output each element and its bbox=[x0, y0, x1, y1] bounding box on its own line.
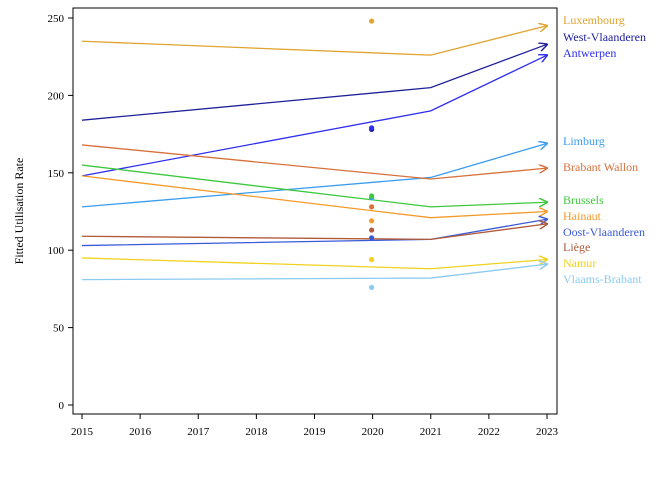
x-tick-label: 2017 bbox=[187, 426, 210, 438]
y-tick-label: 100 bbox=[48, 245, 65, 257]
series-line-luxembourg bbox=[81, 26, 547, 56]
x-tick-label: 2019 bbox=[304, 426, 327, 438]
point-2020-oost-vlaanderen bbox=[369, 235, 375, 241]
point-2020-vlaams-brabant bbox=[369, 284, 375, 290]
series-labels: Luxembourg West-Vlaanderen Antwerpen Limbur… bbox=[563, 13, 646, 286]
series-line-oost-vlaanderen bbox=[81, 219, 547, 247]
series-label-brabant-wallon: Brabant Wallon bbox=[563, 160, 638, 174]
series-line-brussels bbox=[81, 164, 547, 208]
plot-frame bbox=[72, 7, 558, 415]
x-tick-label: 2023 bbox=[536, 426, 559, 438]
x-tick-label: 2022 bbox=[478, 426, 500, 438]
series-label-namur: Namur bbox=[563, 256, 596, 270]
y-tick-label: 50 bbox=[53, 323, 65, 335]
series-line-li-ge bbox=[81, 224, 547, 241]
x-tick-label: 2020 bbox=[362, 426, 385, 438]
series-line-vlaams-brabant bbox=[81, 264, 547, 281]
series-line-namur bbox=[81, 258, 547, 270]
point-2020-li-ge bbox=[369, 227, 375, 233]
series-line-hainaut bbox=[81, 175, 547, 219]
x-tick-label: 2021 bbox=[420, 426, 442, 438]
point-2020-brussels bbox=[369, 193, 375, 199]
x-tick-label: 2015 bbox=[71, 426, 94, 438]
point-2020-luxembourg bbox=[369, 18, 375, 24]
point-2020-namur bbox=[369, 256, 375, 263]
y-tick-label: 250 bbox=[48, 13, 65, 25]
series-label-luxembourg: Luxembourg bbox=[563, 13, 625, 27]
x-tick-label: 2016 bbox=[129, 426, 152, 438]
point-2020-brabant-wallon bbox=[369, 204, 375, 210]
series-label-antwerpen: Antwerpen bbox=[563, 46, 616, 60]
x-tick-label: 2018 bbox=[245, 426, 268, 438]
y-tick-label: 0 bbox=[59, 400, 65, 412]
series-label-west-vlaanderen: West-Vlaanderen bbox=[563, 30, 646, 44]
point-2020-antwerpen bbox=[369, 125, 375, 131]
series-line-brabant-wallon bbox=[81, 144, 547, 180]
series-line-limburg bbox=[81, 143, 547, 208]
series-line-antwerpen bbox=[81, 55, 547, 177]
series-label-brussels: Brussels bbox=[563, 193, 604, 207]
series-label-limburg: Limburg bbox=[563, 134, 605, 148]
series-lines bbox=[81, 26, 547, 281]
series-line-west-vlaanderen bbox=[81, 44, 547, 121]
series-label-li-ge: Liège bbox=[563, 240, 590, 254]
y-axis-title: Fitted Utilisation Rate bbox=[12, 158, 26, 265]
series-label-vlaams-brabant: Vlaams-Brabant bbox=[563, 272, 642, 286]
series-label-oost-vlaanderen: Oost-Vlaanderen bbox=[563, 225, 645, 239]
y-tick-label: 150 bbox=[48, 168, 65, 180]
axes: 2015 2016 2017 2018 2019 2020 2021 2022 2023 0 50 1… bbox=[48, 7, 559, 438]
series-label-hainaut: Hainaut bbox=[563, 209, 602, 223]
series-points-2020 bbox=[369, 18, 375, 290]
y-tick-label: 200 bbox=[48, 90, 65, 102]
point-2020-hainaut bbox=[369, 218, 375, 224]
